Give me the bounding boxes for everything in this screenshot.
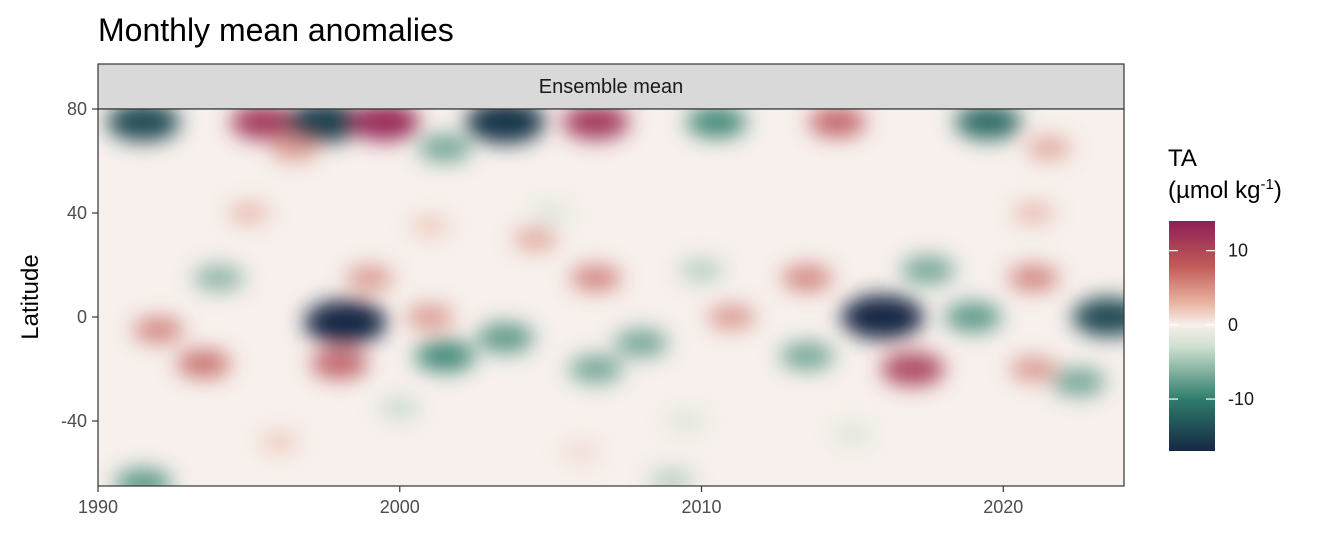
- anomaly-cell: [106, 109, 180, 142]
- legend-title-line1: TA: [1168, 145, 1197, 172]
- legend-unit-prefix: (µmol kg: [1168, 177, 1261, 204]
- anomaly-cell: [270, 135, 318, 161]
- anomaly-cell: [1008, 264, 1059, 292]
- heatmap-panel: [98, 109, 1124, 486]
- anomaly-cell: [379, 397, 421, 419]
- anomaly-field: [106, 109, 1124, 486]
- colorbar-ticks: -10 0 10: [1169, 241, 1254, 409]
- x-tick-label: 2000: [380, 497, 420, 517]
- anomaly-cell: [349, 109, 420, 141]
- anomaly-cell: [667, 411, 706, 431]
- y-tick-label: 0: [77, 307, 87, 327]
- y-axis: -40 0 40 80: [61, 99, 98, 431]
- anomaly-cell: [230, 109, 298, 140]
- anomaly-cell: [881, 352, 945, 386]
- heatmap-base: [98, 109, 1124, 486]
- legend-unit-suffix: ): [1274, 177, 1282, 204]
- anomaly-cell: [176, 349, 231, 378]
- anomaly-cell: [114, 468, 172, 486]
- anomaly-cell: [1072, 297, 1124, 337]
- anomaly-cell: [1009, 356, 1058, 382]
- anomaly-cell: [228, 202, 270, 224]
- y-tick-label: -40: [61, 411, 87, 431]
- anomaly-cell: [193, 264, 244, 292]
- anomaly-cell: [513, 227, 558, 251]
- anomaly-cell: [1026, 136, 1071, 160]
- anomaly-cell: [133, 316, 184, 344]
- anomaly-cell: [563, 443, 598, 462]
- legend-unit-superscript: -1: [1261, 176, 1274, 193]
- legend-tick-label: 10: [1228, 241, 1248, 261]
- panel-border: [97, 108, 1125, 487]
- anomaly-cell: [1013, 202, 1054, 224]
- anomaly-cell: [415, 340, 475, 372]
- anomaly-cell: [781, 264, 833, 292]
- anomaly-cell: [901, 256, 955, 285]
- y-tick-label: 40: [67, 203, 87, 223]
- legend-tick-label: -10: [1228, 389, 1254, 409]
- anomaly-cell: [808, 109, 866, 138]
- anomaly-cell: [569, 354, 623, 384]
- anomaly-cell: [418, 133, 472, 163]
- anomaly-cell: [686, 109, 747, 138]
- chart-title: Monthly mean anomalies: [98, 12, 454, 48]
- anomaly-cell: [944, 301, 1002, 333]
- anomaly-cell: [286, 109, 363, 143]
- anomaly-cell: [955, 109, 1022, 140]
- anomaly-cell: [841, 294, 924, 340]
- facet-strip-label: Ensemble mean: [539, 76, 684, 98]
- colorbar-legend: TA (µmol kg-1) -10 0 10: [1168, 145, 1282, 451]
- anomaly-cell: [562, 109, 630, 140]
- anomaly-cell: [406, 304, 454, 330]
- legend-tick-label: 0: [1228, 315, 1238, 335]
- colorbar: [1169, 221, 1215, 451]
- anomaly-cell: [465, 109, 545, 144]
- x-tick-label: 2010: [682, 497, 722, 517]
- anomaly-cell: [304, 299, 387, 345]
- x-axis: 1990 2000 2010 2020: [78, 486, 1023, 517]
- anomaly-cell: [346, 265, 394, 291]
- x-tick-label: 2020: [983, 497, 1023, 517]
- x-tick-label: 1990: [78, 497, 118, 517]
- y-axis-title: Latitude: [17, 254, 44, 339]
- anomaly-cell: [780, 341, 834, 371]
- facet-strip-background: [97, 63, 1125, 110]
- anomaly-cell: [708, 304, 756, 330]
- anomaly-cell: [1051, 367, 1106, 397]
- facet-strip: Ensemble mean: [97, 63, 1125, 110]
- legend-title-line2: (µmol kg-1): [1168, 176, 1282, 204]
- anomaly-cell: [570, 264, 622, 292]
- anomaly-cell: [260, 432, 298, 452]
- y-tick-label: 80: [67, 99, 87, 119]
- anomaly-cell: [531, 203, 570, 223]
- anomaly-cell: [411, 216, 449, 236]
- anomaly-cell: [477, 322, 534, 353]
- anomaly-cell: [649, 469, 694, 486]
- anomaly-cell: [833, 424, 872, 444]
- anomaly-cell: [614, 328, 668, 358]
- anomaly-cell: [311, 348, 368, 379]
- anomaly-cell: [679, 258, 724, 282]
